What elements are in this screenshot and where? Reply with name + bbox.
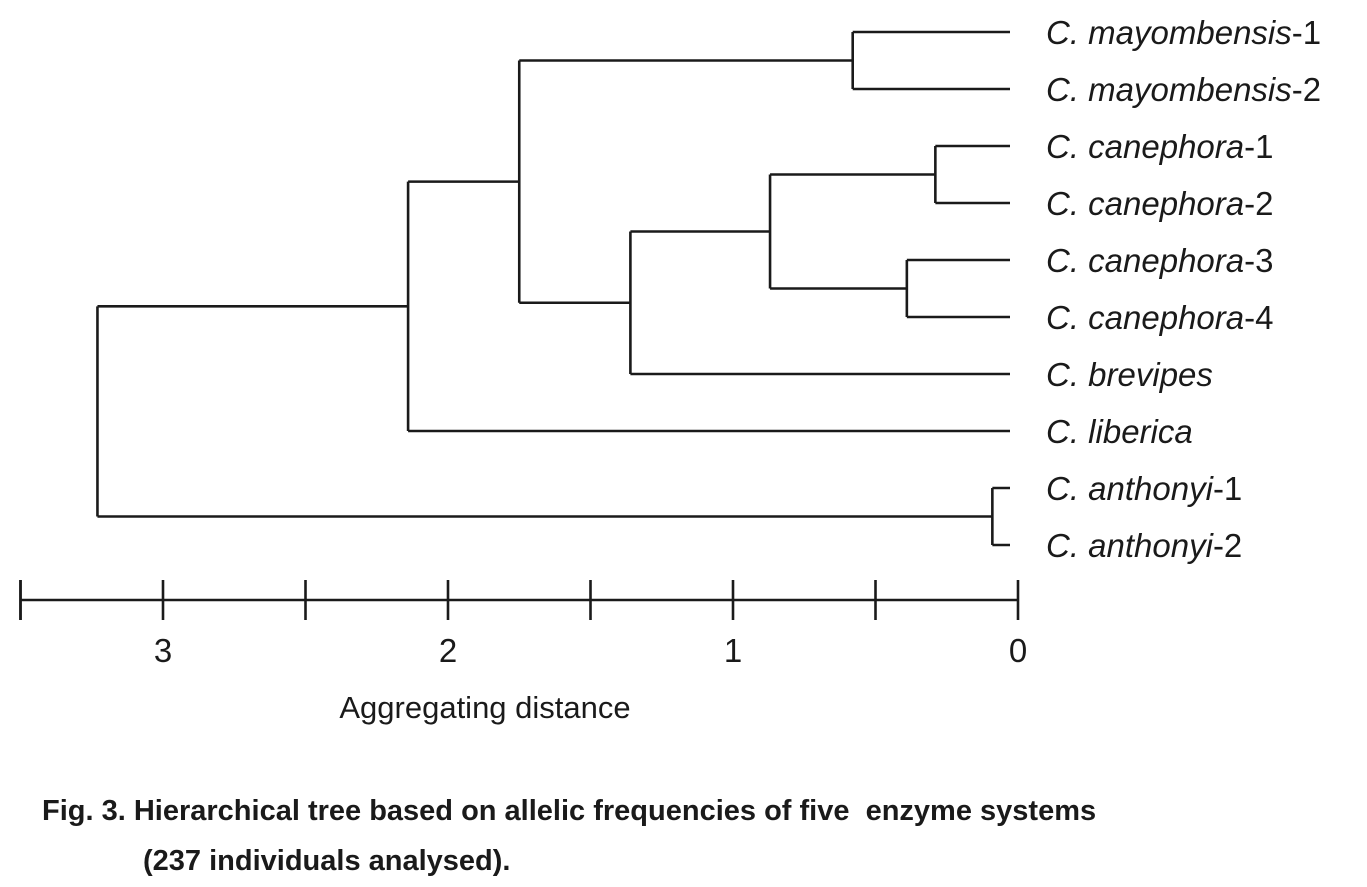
axis-tick-label: 3 (154, 632, 172, 669)
leaf-suffix: -1 (1292, 14, 1321, 51)
leaf-genus: C. (1046, 71, 1088, 108)
axis-tick-label: 1 (724, 632, 742, 669)
leaf-suffix: -4 (1244, 299, 1273, 336)
axis-tick-label: 2 (439, 632, 457, 669)
leaf-genus: C. (1046, 185, 1088, 222)
leaf-genus: C. (1046, 242, 1088, 279)
axis-tick-label: 0 (1009, 632, 1027, 669)
leaf-label: C. mayombensis-2 (1046, 71, 1321, 108)
leaf-label: C. liberica (1046, 413, 1193, 450)
leaf-genus: C. (1046, 413, 1088, 450)
leaf-label: C. canephora-4 (1046, 299, 1273, 336)
leaf-genus: C. (1046, 14, 1088, 51)
leaf-species: anthonyi (1088, 527, 1214, 564)
leaf-label: C. canephora-1 (1046, 128, 1273, 165)
leaf-species: anthonyi (1088, 470, 1214, 507)
leaf-species: canephora (1088, 242, 1244, 279)
axis-title: Aggregating distance (339, 690, 630, 725)
leaf-suffix: -2 (1213, 527, 1242, 564)
leaf-species: mayombensis (1088, 14, 1292, 51)
leaf-species: canephora (1088, 128, 1244, 165)
leaf-genus: C. (1046, 470, 1088, 507)
leaf-genus: C. (1046, 527, 1088, 564)
leaf-label: C. canephora-2 (1046, 185, 1273, 222)
leaf-species: mayombensis (1088, 71, 1292, 108)
caption-line-1: Fig. 3. Hierarchical tree based on allel… (42, 795, 1096, 827)
caption-line-2: (237 individuals analysed). (143, 845, 510, 877)
leaf-suffix: -1 (1213, 470, 1242, 507)
leaf-labels: C. mayombensis-1C. mayombensis-2C. canep… (1046, 14, 1321, 564)
leaf-label: C. brevipes (1046, 356, 1213, 393)
leaf-suffix: -2 (1292, 71, 1321, 108)
leaf-genus: C. (1046, 128, 1088, 165)
distance-axis: 3 2 1 0 Aggregating distance (19, 580, 1027, 725)
leaf-label: C. anthonyi-1 (1046, 470, 1242, 507)
axis-ticks: 3 2 1 0 (19, 580, 1027, 669)
leaf-species: brevipes (1088, 356, 1213, 393)
leaf-suffix: -2 (1244, 185, 1273, 222)
dendrogram-branches (96, 30, 1010, 547)
leaf-species: canephora (1088, 185, 1244, 222)
leaf-label: C. anthonyi-2 (1046, 527, 1242, 564)
leaf-species: liberica (1088, 413, 1193, 450)
leaf-suffix: -3 (1244, 242, 1273, 279)
figure-caption: Fig. 3. Hierarchical tree based on allel… (42, 795, 1096, 877)
leaf-suffix: -1 (1244, 128, 1273, 165)
leaf-label: C. mayombensis-1 (1046, 14, 1321, 51)
leaf-genus: C. (1046, 299, 1088, 336)
leaf-genus: C. (1046, 356, 1088, 393)
leaf-label: C. canephora-3 (1046, 242, 1273, 279)
leaf-species: canephora (1088, 299, 1244, 336)
